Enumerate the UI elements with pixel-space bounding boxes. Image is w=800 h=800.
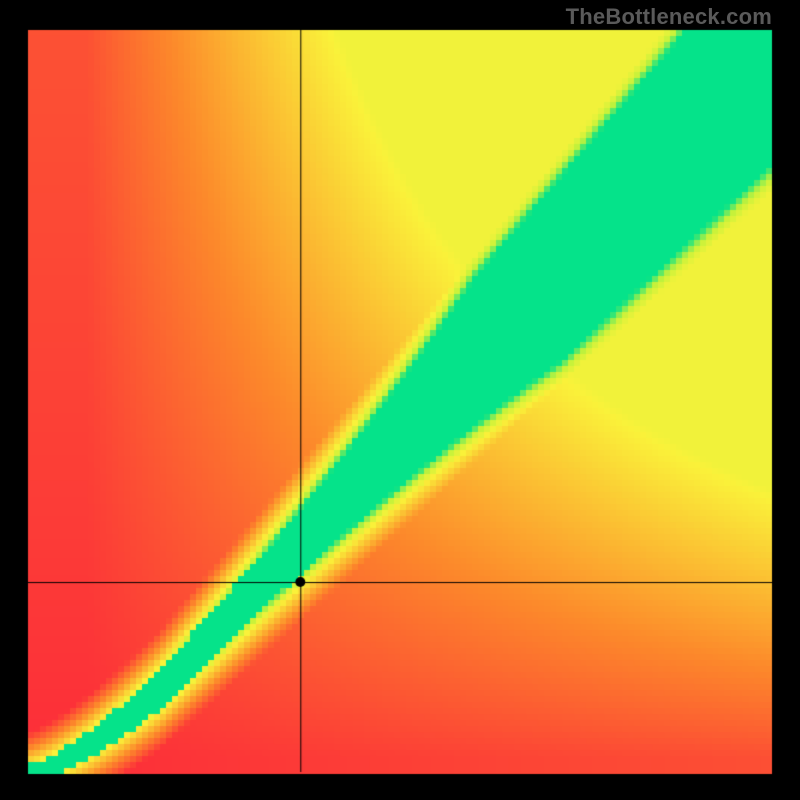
bottleneck-heatmap bbox=[0, 0, 800, 800]
watermark-text: TheBottleneck.com bbox=[566, 4, 772, 30]
